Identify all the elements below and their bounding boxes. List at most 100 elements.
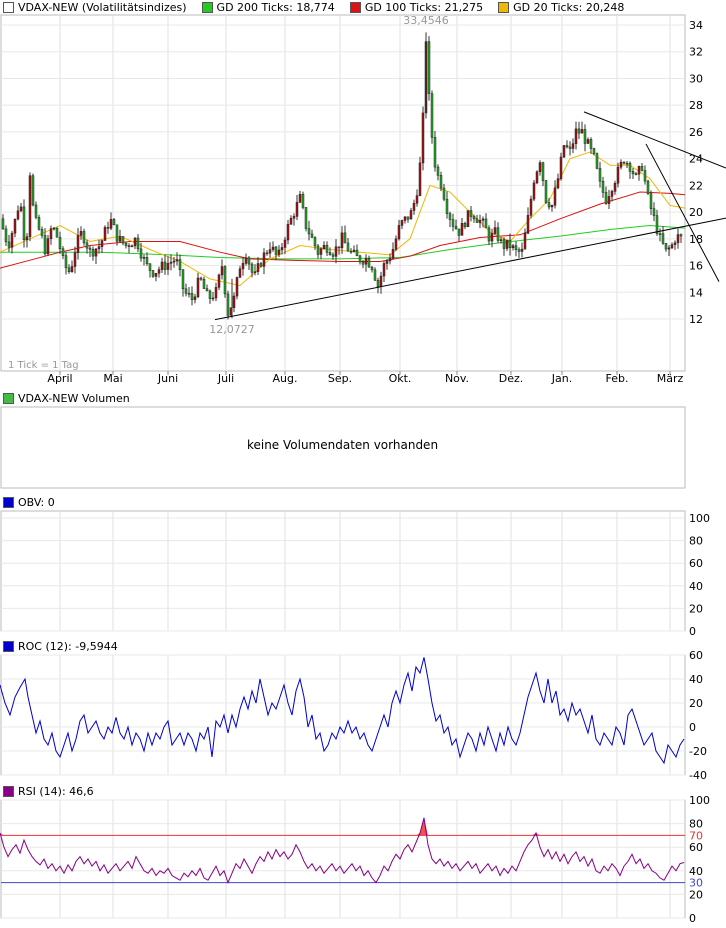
main-legend: VDAX-NEW (Volatilitätsindizes) GD 200 Ti… xyxy=(0,0,636,14)
candle-body xyxy=(31,175,35,206)
candle-body xyxy=(490,233,494,242)
candle-body xyxy=(571,143,575,149)
legend-label: GD 20 Ticks: 20,248 xyxy=(513,0,625,14)
candle-body xyxy=(193,296,197,300)
roc-ytick-label: 60 xyxy=(689,649,703,662)
price-panel xyxy=(0,14,686,372)
candle-body xyxy=(295,202,299,217)
candle-body xyxy=(391,249,395,259)
candle-body xyxy=(19,206,23,212)
candle-body xyxy=(232,295,236,308)
candle-body xyxy=(622,161,626,164)
candle-body xyxy=(646,180,650,194)
candle-body xyxy=(436,166,440,176)
candle-body xyxy=(409,210,413,220)
candle-body xyxy=(439,175,443,189)
candle-body xyxy=(478,219,482,223)
month-axis-label: Dez. xyxy=(499,372,524,385)
candle-body xyxy=(625,162,629,165)
legend-swatch xyxy=(3,640,14,652)
candle-body xyxy=(676,234,680,244)
candle-body xyxy=(166,263,170,270)
candle-body xyxy=(184,288,188,294)
legend-item-volume: VDAX-NEW Volumen xyxy=(0,392,130,405)
candle-body xyxy=(208,290,212,299)
candle-body xyxy=(316,245,320,255)
price-ytick-label: 16 xyxy=(689,260,703,273)
candle-body xyxy=(205,288,209,292)
candle-body xyxy=(673,242,677,245)
price-ytick-label: 30 xyxy=(689,72,703,85)
candle-body xyxy=(670,244,674,249)
candle-body xyxy=(313,237,317,247)
candle-body xyxy=(418,162,422,196)
candle-body xyxy=(328,252,332,256)
candle-body xyxy=(79,231,83,236)
candle-body xyxy=(28,175,32,237)
candle-body xyxy=(517,249,521,252)
candle-body xyxy=(358,255,362,263)
candle-body xyxy=(175,259,179,262)
rsi-ytick-label: 0 xyxy=(689,912,696,925)
candle-body xyxy=(274,246,278,255)
legend-item-rsi: RSI (14): 46,6 xyxy=(0,785,94,798)
rsi-overbought-fill xyxy=(424,817,428,836)
candle-body xyxy=(223,266,227,295)
candle-body xyxy=(247,257,251,265)
candle-body xyxy=(46,238,50,255)
price-ytick-label: 22 xyxy=(689,179,703,192)
candle-body xyxy=(355,249,359,257)
month-axis-label: Juni xyxy=(157,372,178,385)
candle-body xyxy=(634,173,638,175)
candle-body xyxy=(151,270,155,277)
rsi-ytick-label: 70 xyxy=(689,829,703,842)
obv-panel xyxy=(0,510,686,632)
candle-body xyxy=(499,239,503,241)
candle-body xyxy=(235,277,239,297)
legend-swatch xyxy=(3,785,14,797)
candle-body xyxy=(442,187,446,200)
candle-body xyxy=(493,227,497,234)
candle-body xyxy=(544,180,548,203)
candle-body xyxy=(664,243,668,250)
candle-body xyxy=(310,233,314,238)
rsi-ytick-label: 80 xyxy=(689,818,703,831)
candle-body xyxy=(58,236,62,250)
legend-label: GD 200 Ticks: 18,774 xyxy=(216,0,335,14)
candle-body xyxy=(70,266,74,272)
candle-body xyxy=(406,216,410,220)
candle-body xyxy=(589,139,593,149)
candle-body xyxy=(679,234,683,237)
no-volume-data-message: keine Volumendaten vorhanden xyxy=(246,438,439,452)
price-ytick-label: 28 xyxy=(689,99,703,112)
candle-body xyxy=(163,261,167,270)
obv-ytick-label: 100 xyxy=(689,512,710,525)
trendline xyxy=(214,217,726,321)
rsi-ytick-label: 100 xyxy=(689,794,710,807)
candle-body xyxy=(103,227,107,241)
price-ytick-label: 26 xyxy=(689,126,703,139)
candle-body xyxy=(616,166,620,184)
candle-body xyxy=(427,41,431,94)
candle-body xyxy=(142,257,146,259)
legend-label: VDAX-NEW Volumen xyxy=(18,391,130,405)
month-axis-label: Okt. xyxy=(389,372,412,385)
candle-body xyxy=(580,129,584,134)
candle-body xyxy=(214,287,218,299)
candle-body xyxy=(346,242,350,252)
candle-body xyxy=(535,171,539,184)
candle-body xyxy=(592,148,596,154)
candle-body xyxy=(106,227,110,229)
candle-body xyxy=(568,146,572,149)
legend-label: ROC (12): -9,5944 xyxy=(18,639,118,653)
candle-body xyxy=(352,249,356,252)
candle-body xyxy=(454,226,458,230)
candle-body xyxy=(532,182,536,200)
price-ytick-label: 34 xyxy=(689,19,703,32)
candle-body xyxy=(169,261,173,264)
candle-body xyxy=(277,249,281,255)
candle-body xyxy=(109,219,113,229)
candle-body xyxy=(22,206,26,241)
candle-body xyxy=(217,274,221,288)
roc-ytick-label: 0 xyxy=(689,721,696,734)
